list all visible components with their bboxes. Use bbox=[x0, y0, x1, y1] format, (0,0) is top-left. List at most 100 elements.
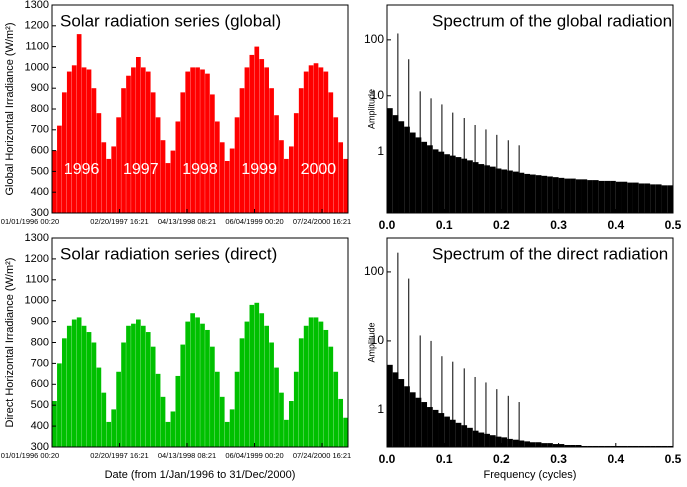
y-tick-label: 1000 bbox=[25, 61, 49, 73]
bar bbox=[323, 71, 329, 213]
stem bbox=[441, 104, 443, 213]
bar bbox=[150, 346, 156, 447]
y-tick-label: 600 bbox=[31, 378, 49, 390]
y-tick-label: 100 bbox=[364, 264, 384, 278]
stem bbox=[507, 395, 509, 447]
stem bbox=[495, 436, 502, 447]
stem bbox=[638, 445, 645, 447]
bar bbox=[308, 65, 314, 213]
bar bbox=[200, 323, 205, 447]
stem bbox=[661, 185, 668, 213]
stem bbox=[667, 445, 673, 447]
stem bbox=[558, 177, 565, 213]
bar bbox=[145, 332, 151, 447]
stem bbox=[427, 145, 433, 213]
stem bbox=[530, 442, 536, 447]
stem bbox=[387, 364, 393, 447]
x-axis-label: Frequency (cycles) bbox=[484, 469, 577, 481]
bar bbox=[140, 67, 146, 214]
stem bbox=[419, 335, 421, 447]
bar bbox=[308, 317, 314, 447]
y-tick-label: 600 bbox=[31, 145, 49, 157]
bar bbox=[131, 67, 136, 214]
bar bbox=[136, 319, 141, 447]
plot-frame bbox=[386, 4, 674, 214]
year-label: 1996 bbox=[64, 161, 100, 178]
stem bbox=[421, 141, 428, 213]
stem bbox=[518, 145, 520, 213]
bar bbox=[160, 140, 166, 213]
bar bbox=[71, 319, 77, 447]
bar bbox=[313, 317, 319, 447]
stem bbox=[547, 443, 553, 447]
stem bbox=[598, 180, 605, 213]
stem bbox=[408, 278, 410, 447]
stem bbox=[427, 407, 433, 447]
bar bbox=[338, 142, 344, 213]
bar bbox=[121, 342, 126, 447]
bar bbox=[101, 392, 107, 447]
bar bbox=[91, 342, 97, 447]
y-tick-label: 900 bbox=[31, 82, 49, 94]
bar bbox=[249, 54, 255, 213]
y-tick-label: 1300 bbox=[25, 0, 49, 11]
bar bbox=[91, 88, 97, 213]
bar bbox=[195, 67, 200, 214]
bar bbox=[61, 92, 67, 213]
bar bbox=[284, 419, 289, 447]
stem bbox=[397, 252, 399, 447]
y-tick-label: 1000 bbox=[25, 295, 49, 307]
x-tick-label: 0.4 bbox=[607, 218, 624, 232]
x-tick-label: 0.5 bbox=[665, 218, 682, 232]
stem bbox=[632, 445, 639, 447]
x-tick-label: 04/13/1998 08:21 bbox=[158, 217, 216, 226]
stem bbox=[621, 445, 628, 447]
y-axis-label: Amplitude bbox=[366, 89, 376, 129]
stem bbox=[398, 121, 405, 213]
x-tick-label: 01/01/1996 00:20 bbox=[1, 451, 59, 460]
y-tick-label: 1200 bbox=[25, 253, 49, 265]
stem bbox=[524, 173, 530, 213]
stem bbox=[441, 356, 443, 447]
bar bbox=[259, 313, 265, 447]
bar bbox=[170, 150, 176, 213]
stem bbox=[404, 386, 410, 447]
stem bbox=[558, 444, 565, 447]
stem bbox=[463, 368, 465, 447]
stem bbox=[644, 183, 651, 213]
bar bbox=[190, 313, 195, 447]
y-tick-label: 700 bbox=[31, 357, 49, 369]
y-tick-label: 1 bbox=[377, 402, 384, 416]
bar bbox=[57, 125, 62, 213]
stem bbox=[501, 169, 508, 213]
bar bbox=[303, 71, 309, 213]
stem bbox=[387, 108, 393, 213]
bar bbox=[264, 325, 269, 447]
bar bbox=[254, 302, 260, 447]
stem bbox=[485, 382, 487, 447]
stem bbox=[489, 435, 496, 447]
stem bbox=[615, 181, 622, 213]
plot-frame bbox=[51, 237, 349, 448]
y-tick-label: 500 bbox=[31, 399, 49, 411]
x-tick-label: 0.0 bbox=[379, 218, 396, 232]
y-tick-label: 300 bbox=[31, 441, 49, 453]
y-axis-label: Amplitude bbox=[366, 322, 376, 362]
bar bbox=[279, 140, 284, 213]
stem bbox=[627, 182, 633, 213]
bar bbox=[106, 158, 112, 213]
bar bbox=[333, 117, 339, 213]
bar bbox=[343, 417, 348, 447]
bar bbox=[145, 71, 151, 213]
stem bbox=[524, 441, 530, 447]
stem bbox=[409, 392, 416, 447]
stem bbox=[474, 124, 476, 213]
x-tick-label: 0.1 bbox=[436, 218, 453, 232]
bar bbox=[61, 338, 67, 447]
bar bbox=[170, 411, 176, 447]
stem bbox=[392, 372, 399, 447]
bar bbox=[244, 67, 250, 214]
stem bbox=[627, 445, 633, 447]
stem bbox=[501, 437, 508, 447]
y-axis-label: Direct Horizontal Irradiance (W/m²) bbox=[4, 258, 16, 428]
